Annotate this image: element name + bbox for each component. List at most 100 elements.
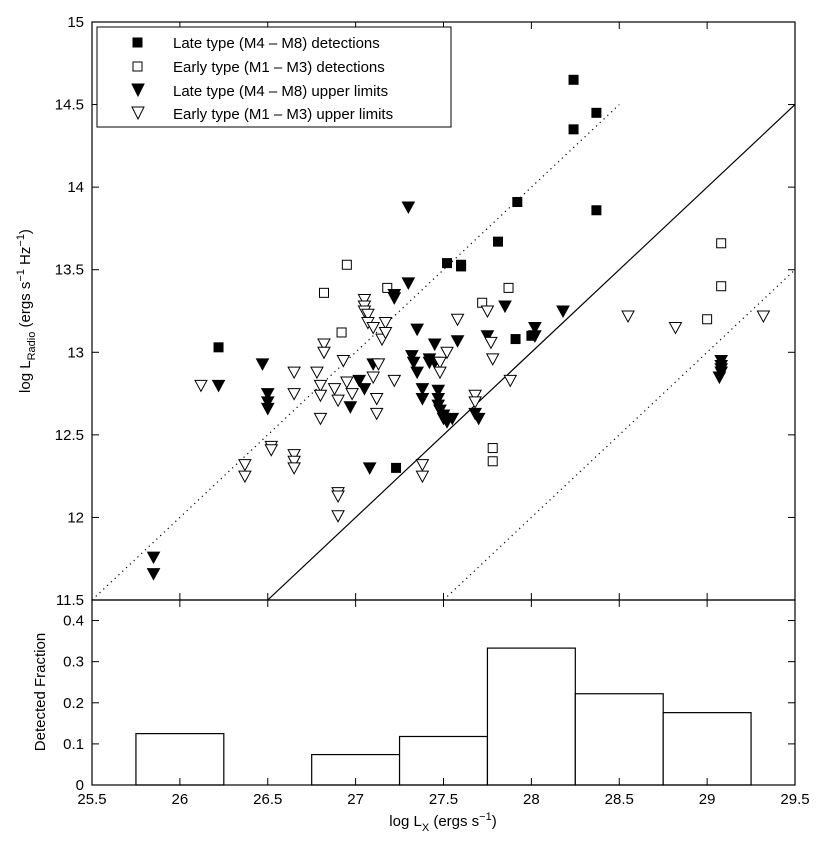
point-filled-square-2 [442, 258, 453, 269]
point-filled-triangle-down-17 [406, 356, 421, 370]
point-open-triangle-down-23 [345, 388, 359, 401]
point-open-triangle-down-13 [313, 412, 328, 426]
legend-marker-early-upper-limit [131, 106, 145, 121]
point-filled-triangle-down-24 [427, 338, 442, 352]
histogram-y-tick-label: 0.2 [63, 695, 84, 712]
point-filled-triangle-down-15 [401, 277, 416, 290]
x-tick-label: 28 [523, 791, 540, 808]
histogram-plot-frame [91, 599, 796, 786]
point-open-triangle-down-41 [433, 366, 447, 380]
legend-label-late-detections: Late type (M4 – M8) detections [173, 35, 380, 52]
scatter-y-tick-label: 12 [67, 509, 84, 526]
point-open-triangle-down-14 [317, 338, 331, 352]
point-open-triangle-down-37 [387, 374, 402, 388]
x-axis-label: log LX (ergs s−1) [389, 811, 496, 834]
point-filled-triangle-down-20 [415, 383, 430, 396]
point-open-square-5 [487, 443, 498, 454]
point-filled-triangle-down-38 [498, 300, 512, 314]
x-tick-label: 28.5 [605, 791, 634, 808]
point-open-triangle-down-49 [503, 374, 518, 388]
legend-box [96, 26, 452, 128]
point-open-triangle-down-42 [440, 346, 454, 360]
histogram-bar-6 [662, 712, 752, 786]
histogram-bar-5 [574, 693, 664, 786]
point-open-triangle-down-36 [378, 326, 393, 340]
point-open-triangle-down-11 [313, 379, 328, 393]
point-open-triangle-down-22 [339, 376, 354, 390]
legend-label-late-upper-limits: Late type (M4 – M8) upper limits [173, 83, 388, 100]
histogram-y-axis-label: Detected Fraction [32, 633, 49, 751]
point-filled-triangle-down-40 [528, 330, 542, 343]
point-open-triangle-down-27 [361, 308, 375, 322]
histogram-panel: 0 0.1 0.2 0.3 0.4 25.5 26 26.5 27 27.5 28 28.5 29 29.… [32, 599, 810, 834]
point-open-triangle-down-6 [287, 388, 301, 401]
scatter-y-tick-label: 11.5 [56, 592, 84, 609]
point-open-triangle-down-30 [366, 371, 381, 385]
scatter-y-tick-label: 15 [67, 14, 84, 31]
point-open-triangle-down-38 [415, 459, 430, 472]
legend-marker-late-upper-limit [131, 83, 145, 98]
point-open-triangle-down-12 [313, 389, 328, 403]
point-open-triangle-down-33 [371, 358, 386, 371]
scatter-y-tick-label: 12.5 [55, 427, 84, 444]
scatter-y-tick-label: 14 [67, 179, 84, 196]
point-open-triangle-down-51 [668, 322, 683, 335]
x-tick-label: 25.5 [77, 791, 106, 808]
point-open-triangle-down-8 [287, 455, 301, 469]
reference-lines [92, 104, 795, 600]
x-tick-label: 27 [347, 791, 364, 808]
point-filled-triangle-down-39 [528, 322, 542, 335]
point-open-triangle-down-10 [310, 366, 324, 380]
point-open-triangle-down-19 [331, 490, 345, 504]
point-open-triangle-down-32 [369, 407, 384, 421]
point-open-triangle-down-46 [480, 305, 495, 319]
line-relation [267, 104, 795, 600]
point-filled-triangle-down-16 [405, 350, 419, 363]
point-filled-triangle-down-41 [556, 305, 570, 319]
legend: Late type (M4 – M8) detections Early typ… [96, 26, 452, 128]
scatter-y-tick-label: 14.5 [55, 97, 84, 114]
point-open-square-3 [382, 282, 393, 293]
legend-label-early-detections: Early type (M1 – M3) detections [173, 59, 385, 76]
line-relation-plus-1-dex [92, 104, 620, 600]
scatter-y-tick-label: 13.5 [55, 262, 84, 279]
point-filled-triangle-down-7 [343, 401, 358, 414]
point-filled-square-0 [213, 342, 224, 353]
point-open-square-10 [716, 281, 727, 292]
point-open-triangle-down-48 [485, 353, 500, 366]
point-filled-triangle-down-10 [362, 462, 377, 475]
point-filled-triangle-down-1 [146, 568, 161, 581]
point-open-square-8 [702, 314, 713, 325]
histogram-bar-0 [135, 733, 225, 786]
point-open-triangle-down-1 [238, 459, 252, 472]
point-filled-triangle-down-6 [260, 402, 275, 416]
point-open-triangle-down-0 [194, 379, 208, 393]
point-open-triangle-down-52 [756, 310, 771, 323]
point-filled-triangle-down-21 [415, 393, 430, 406]
histogram-bars [135, 647, 752, 786]
point-filled-triangle-down-36 [471, 412, 486, 426]
point-open-triangle-down-21 [336, 355, 351, 368]
point-filled-triangle-down-3 [255, 358, 270, 371]
point-open-square-9 [716, 238, 727, 249]
scatter-points [146, 74, 771, 581]
point-open-square-6 [487, 456, 498, 467]
scatter-y-axis-label: log LRadio (ergs s−1 Hz−1) [15, 229, 38, 393]
point-filled-triangle-down-5 [260, 396, 275, 409]
point-open-triangle-down-40 [433, 356, 447, 370]
legend-marker-early-detection [132, 61, 143, 72]
point-filled-triangle-down-8 [352, 374, 366, 388]
point-open-triangle-down-2 [238, 470, 252, 484]
point-open-triangle-down-9 [287, 462, 301, 475]
point-filled-triangle-down-4 [260, 388, 275, 401]
point-open-triangle-down-31 [369, 393, 384, 406]
point-open-triangle-down-29 [366, 322, 381, 335]
point-open-triangle-down-4 [264, 444, 279, 457]
point-filled-square-9 [568, 74, 579, 85]
point-open-triangle-down-7 [287, 449, 301, 462]
scatter-y-tick-label: 13 [67, 344, 84, 361]
point-filled-square-4 [456, 261, 467, 272]
point-filled-triangle-down-27 [431, 393, 446, 406]
point-open-triangle-down-17 [331, 394, 345, 408]
